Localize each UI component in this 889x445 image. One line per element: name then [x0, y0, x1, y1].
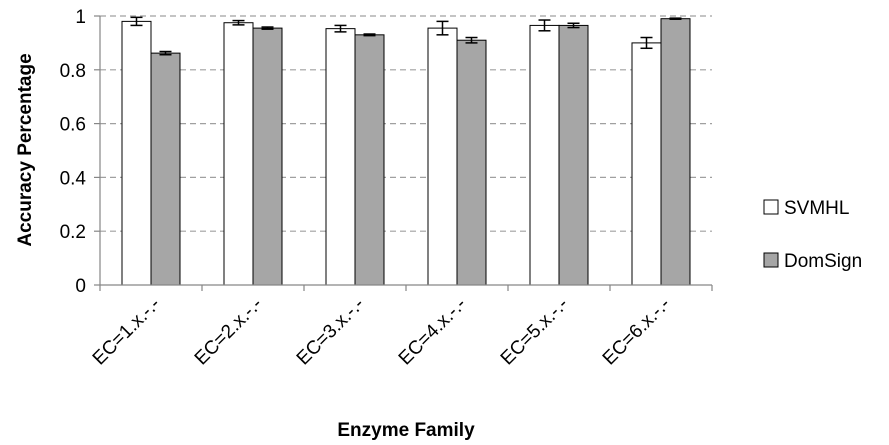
- bar-domsign-4: [558, 24, 589, 286]
- legend-swatch-svmhl: [763, 199, 779, 215]
- error-bar-domsign-0: [159, 50, 172, 56]
- legend: SVMHL DomSign: [763, 198, 862, 272]
- y-tick-label-5: 1: [75, 7, 86, 28]
- legend-label-domsign: DomSign: [784, 251, 862, 272]
- bar-svmhl-4: [529, 24, 560, 286]
- error-bar-domsign-4: [567, 22, 580, 29]
- bar-svmhl-3: [427, 27, 458, 286]
- y-tick-label-4: 0.8: [60, 61, 86, 82]
- error-bar-domsign-5: [669, 17, 682, 20]
- y-tick-label-3: 0.6: [60, 115, 86, 136]
- error-bar-domsign-3: [465, 36, 478, 44]
- bars: [121, 16, 691, 286]
- x-tick-label-4: EC=5.x.-.-: [497, 294, 573, 370]
- x-tick-label-1: EC=2.x.-.-: [191, 294, 267, 370]
- error-bar-domsign-1: [261, 26, 274, 30]
- y-tick-label-1: 0.2: [60, 222, 86, 243]
- bar-svmhl-1: [223, 22, 254, 286]
- error-bar-svmhl-4: [538, 19, 551, 32]
- bar-domsign-5: [660, 18, 691, 286]
- y-axis-title: Accuracy Percentage: [15, 53, 36, 246]
- bar-svmhl-0: [121, 20, 152, 286]
- bar-svmhl-2: [325, 28, 356, 286]
- bar-svmhl-5: [631, 42, 662, 286]
- x-tick-label-3: EC=4.x.-.-: [395, 294, 471, 370]
- error-bar-domsign-2: [363, 33, 376, 37]
- bar-domsign-2: [354, 34, 385, 286]
- error-bar-svmhl-0: [130, 16, 143, 27]
- error-bar-svmhl-5: [640, 36, 653, 50]
- x-tick-label-2: EC=3.x.-.-: [293, 294, 369, 370]
- y-tick-label-0: 0: [75, 276, 86, 297]
- error-bar-svmhl-1: [232, 19, 245, 26]
- legend-label-svmhl: SVMHL: [784, 198, 849, 219]
- x-tick-labels: EC=1.x.-.- EC=2.x.-.- EC=3.x.-.- EC=4.x.-.-…: [89, 294, 675, 370]
- axes: [94, 15, 713, 291]
- bar-domsign-0: [150, 52, 181, 286]
- grid-lines: [100, 15, 712, 232]
- bar-domsign-1: [252, 27, 283, 286]
- error-bar-svmhl-3: [436, 20, 449, 36]
- y-tick-label-2: 0.4: [60, 168, 87, 189]
- y-tick-labels: 0 0.2 0.4 0.6 0.8 1: [60, 7, 87, 297]
- legend-swatch-domsign: [763, 252, 779, 268]
- x-tick-label-5: EC=6.x.-.-: [599, 294, 675, 370]
- x-axis-title: Enzyme Family: [337, 420, 475, 441]
- bar-domsign-3: [456, 39, 487, 286]
- x-tick-label-0: EC=1.x.-.-: [89, 294, 165, 370]
- error-bar-svmhl-2: [334, 24, 347, 33]
